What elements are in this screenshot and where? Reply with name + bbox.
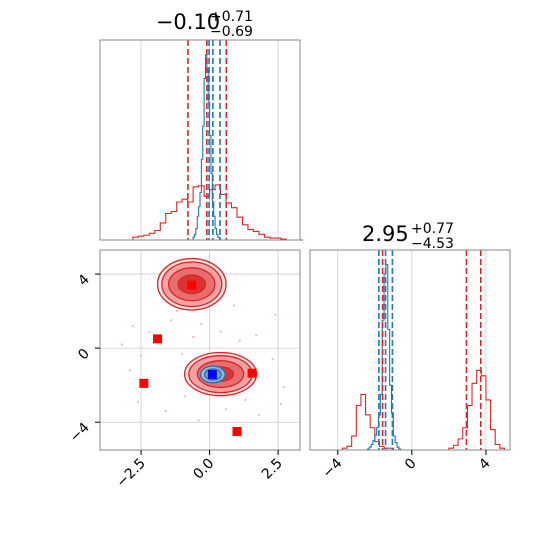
panel-frame <box>99 39 301 241</box>
x-tick-label-param-0: −2.5 <box>114 456 149 491</box>
sample-point <box>170 319 173 322</box>
sample-point <box>120 343 124 346</box>
y-tick-label-param-1: 0 <box>75 346 93 364</box>
sample-point <box>139 354 143 357</box>
marker-red <box>187 280 197 290</box>
sample-point <box>183 395 187 398</box>
sample-point <box>181 352 184 355</box>
x-tick-label-param-0: 0.0 <box>190 456 217 483</box>
marker-blue <box>207 369 217 379</box>
sample-point <box>192 335 195 339</box>
y-tick-label-param-1: 4 <box>75 272 93 290</box>
marginal-param-1-panel <box>309 249 511 451</box>
sample-point <box>164 410 167 413</box>
title-param-0-value: −0.10 <box>156 10 220 34</box>
title-param-1-upper: +0.77 <box>411 221 454 237</box>
x-tick-label-param-1: −4 <box>320 455 346 481</box>
sample-point <box>175 310 178 313</box>
x-tick-label-param-1: 4 <box>476 455 494 473</box>
sample-point <box>200 322 203 326</box>
sample-point <box>271 358 274 361</box>
title-param-0-upper: +0.71 <box>210 9 253 25</box>
sample-point <box>148 330 151 333</box>
marker-red <box>232 426 242 436</box>
sample-point <box>274 313 277 316</box>
marker-red <box>247 368 257 378</box>
sample-point <box>219 330 222 333</box>
sample-point <box>238 339 241 342</box>
sample-point <box>131 324 134 328</box>
histogram-param-1-blue <box>365 264 403 451</box>
marker-red <box>153 334 163 344</box>
panel-frame <box>99 249 301 451</box>
histogram-param-0-red <box>100 184 303 241</box>
y-tick-label-param-1: −4 <box>67 420 93 446</box>
sample-point <box>233 304 236 307</box>
sample-point <box>244 398 247 402</box>
marginal-param-0-panel <box>99 39 303 241</box>
title-param-1-lower: −4.53 <box>411 236 454 252</box>
sample-point <box>224 408 228 411</box>
joint-param-0-param-1-panel <box>99 249 301 451</box>
sample-point <box>255 334 258 337</box>
title-param-0: −0.10 <box>156 10 220 34</box>
marker-red <box>139 378 149 388</box>
title-param-1-value: 2.95 <box>362 222 409 246</box>
sample-point <box>257 413 261 416</box>
x-tick-label-param-1: 0 <box>402 456 420 474</box>
panel-frame <box>309 249 511 451</box>
histogram-param-1-red <box>310 369 510 451</box>
sample-point <box>129 369 132 372</box>
x-tick-label-param-0: 2.5 <box>259 456 286 483</box>
tick-labels: −2.5 0.0 2.5 −4 0 4 4 0 −4 <box>67 272 494 491</box>
sample-point <box>282 385 285 389</box>
title-param-0-lower: −0.69 <box>210 24 253 40</box>
sample-point <box>137 400 140 403</box>
sample-point <box>197 419 200 422</box>
sample-point <box>279 402 282 405</box>
